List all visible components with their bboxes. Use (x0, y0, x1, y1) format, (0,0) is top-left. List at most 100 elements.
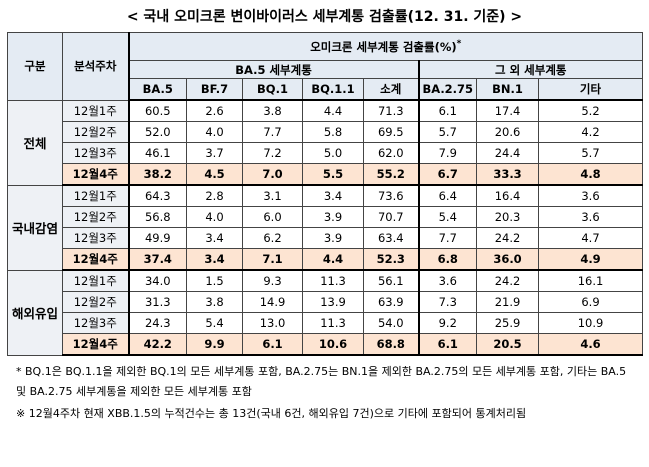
note: * BQ.1은 BQ.1.1을 제외한 BQ.1의 모든 세부계통 포함, BA… (16, 365, 627, 398)
column-header: BN.1 (476, 78, 539, 101)
value-cell: 4.5 (186, 163, 243, 186)
value-cell: 4.4 (302, 248, 364, 271)
value-cell: 25.9 (476, 312, 539, 334)
week-cell: 12월4주 (62, 248, 130, 271)
value-cell: 20.6 (476, 121, 539, 143)
value-cell: 60.5 (128, 99, 187, 122)
column-header: BQ.1.1 (302, 78, 364, 101)
value-cell: 49.9 (128, 227, 187, 249)
value-cell: 6.1 (418, 333, 477, 356)
value-cell: 5.5 (302, 163, 364, 186)
table-row: 12월3주 49.9 3.4 6.2 3.9 63.4 7.7 24.2 4.7 (8, 227, 644, 249)
value-cell: 5.2 (537, 99, 644, 122)
value-cell: 46.1 (128, 142, 187, 164)
value-cell: 38.2 (128, 163, 187, 186)
group-cell: 전체 (7, 99, 63, 186)
value-cell: 6.4 (418, 184, 477, 207)
value-cell: 7.0 (242, 163, 303, 186)
group-cell: 해외유입 (7, 269, 63, 356)
value-cell: 3.4 (302, 184, 364, 207)
week-cell: 12월2주 (62, 291, 130, 313)
group-cell: 국내감염 (7, 184, 63, 271)
value-cell: 64.3 (128, 184, 187, 207)
value-cell: 3.6 (537, 206, 644, 228)
table: 구분 분석주차 오미크론 세부계통 검출률(%)* BA.5 세부계통 그 외 … (7, 32, 644, 356)
header-cell: BA.5 세부계통 (128, 60, 420, 79)
notes: * BQ.1은 BQ.1.1을 제외한 BQ.1의 모든 세부계통 포함, BA… (16, 362, 639, 424)
week-cell: 12월3주 (62, 227, 130, 249)
note: ※ 12월4주차 현재 XBB.1.5의 누적건수는 총 13건(국내 6건, … (16, 407, 527, 420)
value-cell: 7.2 (242, 142, 303, 164)
table-row: 12월4주 37.4 3.4 7.1 4.4 52.3 6.8 36.0 4.9 (8, 248, 644, 271)
value-cell: 3.7 (186, 142, 243, 164)
value-cell: 3.9 (302, 227, 364, 249)
column-header: BA.2.75 (418, 78, 477, 101)
table-row: 12월2주 52.0 4.0 7.7 5.8 69.5 5.7 20.6 4.2 (8, 121, 644, 143)
header-cell: 그 외 세부계통 (417, 60, 644, 79)
column-header: BQ.1 (242, 78, 303, 101)
value-cell: 68.8 (363, 333, 420, 356)
header-cell: 오미크론 세부계통 검출률(%)* (127, 32, 644, 61)
value-cell: 7.7 (242, 121, 303, 143)
value-cell: 10.6 (302, 333, 364, 356)
week-cell: 12월3주 (62, 312, 130, 334)
value-cell: 36.0 (476, 248, 539, 271)
value-cell: 17.4 (476, 99, 539, 122)
value-cell: 24.3 (128, 312, 187, 334)
value-cell: 13.0 (242, 312, 303, 334)
value-cell: 4.8 (537, 163, 644, 186)
value-cell: 13.9 (302, 291, 364, 313)
table-row: 12월3주 46.1 3.7 7.2 5.0 62.0 7.9 24.4 5.7 (8, 142, 644, 164)
value-cell: 52.3 (363, 248, 420, 271)
column-header: BF.7 (186, 78, 243, 101)
value-cell: 6.1 (418, 99, 477, 122)
header-text: 오미크론 세부계통 검출률(%) (310, 39, 457, 54)
value-cell: 5.4 (418, 206, 477, 228)
table-header: 구분 분석주차 오미크론 세부계통 검출률(%)* BA.5 세부계통 그 외 … (7, 32, 644, 101)
value-cell: 20.5 (476, 333, 539, 356)
week-cell: 12월4주 (62, 163, 130, 186)
value-cell: 21.9 (476, 291, 539, 313)
value-cell: 5.0 (302, 142, 364, 164)
value-cell: 52.0 (128, 121, 187, 143)
title: < 국내 오미크론 변이바이러스 세부계통 검출률(12. 31. 기준) > (126, 9, 523, 25)
value-cell: 9.2 (418, 312, 477, 334)
column-header: BA.5 (128, 78, 187, 101)
value-cell: 6.9 (537, 291, 644, 313)
value-cell: 4.0 (186, 206, 243, 228)
value-cell: 3.6 (418, 269, 477, 292)
week-cell: 12월2주 (62, 121, 130, 143)
value-cell: 5.7 (418, 121, 477, 143)
table-row: 12월3주 24.3 5.4 13.0 11.3 54.0 9.2 25.9 10.9 (8, 312, 644, 334)
value-cell: 10.9 (537, 312, 644, 334)
value-cell: 73.6 (363, 184, 420, 207)
value-cell: 24.2 (476, 227, 539, 249)
value-cell: 3.4 (186, 227, 243, 249)
value-cell: 4.6 (537, 333, 644, 356)
value-cell: 6.2 (242, 227, 303, 249)
value-cell: 9.3 (242, 269, 303, 292)
value-cell: 24.4 (476, 142, 539, 164)
value-cell: 56.1 (363, 269, 420, 292)
table-body: 전체 12월1주 60.5 2.6 3.8 4.4 71.3 6.1 17.4 5.2 12월2주 5… (7, 99, 644, 356)
value-cell: 6.8 (418, 248, 477, 271)
value-cell: 7.7 (418, 227, 477, 249)
value-cell: 2.8 (186, 184, 243, 207)
value-cell: 70.7 (363, 206, 420, 228)
value-cell: 9.9 (186, 333, 243, 356)
value-cell: 62.0 (363, 142, 420, 164)
value-cell: 2.6 (186, 99, 243, 122)
value-cell: 5.8 (302, 121, 364, 143)
week-cell: 12월3주 (62, 142, 130, 164)
value-cell: 63.4 (363, 227, 420, 249)
table-row: 해외유입 12월1주 34.0 1.5 9.3 11.3 56.1 3.6 24.2 16.1 (7, 269, 644, 356)
value-cell: 5.4 (186, 312, 243, 334)
value-cell: 6.1 (242, 333, 303, 356)
value-cell: 5.7 (537, 142, 644, 164)
value-cell: 4.4 (302, 99, 364, 122)
value-cell: 54.0 (363, 312, 420, 334)
value-cell: 11.3 (302, 312, 364, 334)
week-cell: 12월2주 (62, 206, 130, 228)
table-row: 12월4주 42.2 9.9 6.1 10.6 68.8 6.1 20.5 4.6 (8, 333, 644, 356)
value-cell: 20.3 (476, 206, 539, 228)
